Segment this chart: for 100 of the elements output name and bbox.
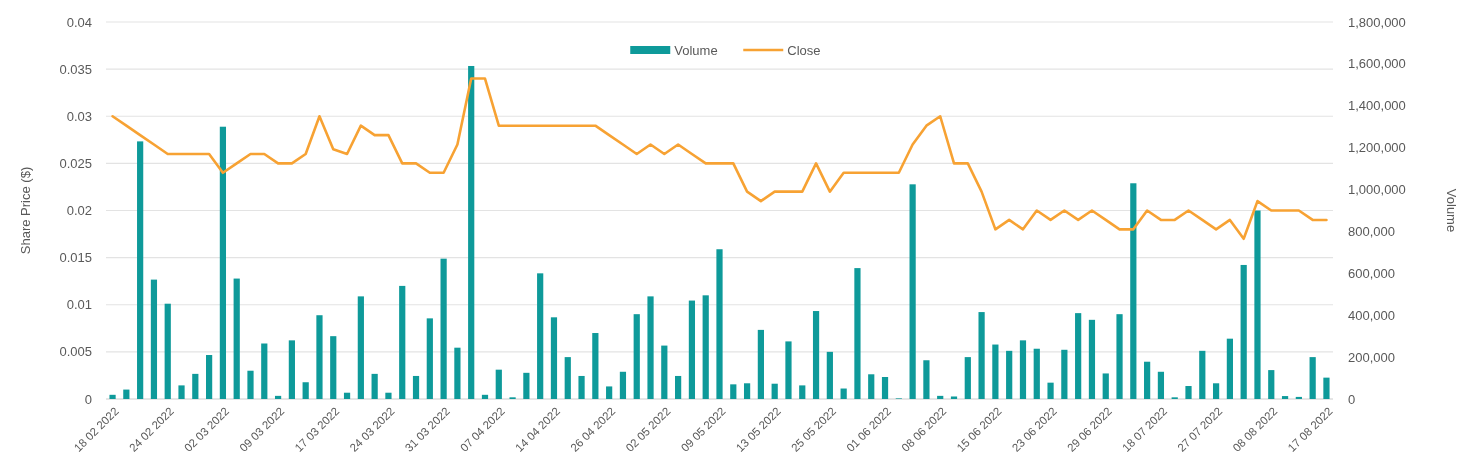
bar — [1309, 357, 1316, 399]
bar — [371, 373, 378, 399]
legend-label: Volume — [674, 42, 718, 58]
bar — [633, 314, 640, 399]
bar — [1130, 183, 1137, 399]
bar — [1199, 350, 1206, 399]
y-tick-label: 0.04 — [66, 14, 92, 30]
bar — [619, 371, 627, 399]
y2-tick-label: 1,400,000 — [1348, 98, 1406, 114]
bar — [688, 300, 696, 399]
bar — [743, 383, 751, 399]
bar — [330, 336, 337, 399]
bar — [1281, 396, 1289, 399]
bar — [537, 273, 544, 399]
bar — [247, 370, 254, 399]
bar — [137, 141, 144, 399]
bar — [164, 303, 171, 399]
bar — [261, 343, 268, 399]
bar — [192, 373, 199, 399]
bar — [302, 382, 309, 399]
bar — [661, 345, 668, 399]
bar — [1006, 350, 1013, 399]
bar — [799, 385, 806, 399]
bar — [923, 360, 930, 399]
bar — [440, 258, 447, 399]
bar — [123, 389, 130, 399]
bar — [606, 386, 613, 399]
bar — [564, 357, 571, 399]
bar — [495, 369, 502, 399]
y2-tick-label: 1,600,000 — [1348, 56, 1406, 72]
line-series — [111, 77, 1328, 241]
bar — [757, 329, 764, 399]
bar — [909, 184, 916, 399]
y-tick-label: 0.02 — [66, 203, 92, 219]
bar — [1268, 370, 1275, 399]
bar — [978, 312, 985, 399]
bar — [1075, 313, 1082, 399]
bar — [868, 374, 875, 399]
y2-tick-label: 600,000 — [1348, 265, 1395, 281]
bar — [992, 344, 999, 399]
bar — [481, 394, 489, 399]
bar — [1157, 371, 1165, 399]
bar — [219, 126, 227, 399]
bar — [964, 357, 971, 399]
y2-tick-label: 1,200,000 — [1348, 140, 1406, 156]
y-tick-label: 0 — [84, 391, 92, 407]
bar — [233, 278, 240, 399]
bar — [288, 340, 295, 399]
bar — [771, 383, 778, 399]
bar — [1226, 338, 1233, 399]
y-tick-label: 0.035 — [59, 61, 92, 77]
bar — [412, 375, 420, 399]
bar — [592, 333, 599, 399]
bar — [150, 279, 158, 399]
bar — [316, 315, 323, 399]
bar — [426, 318, 433, 399]
bar — [178, 385, 185, 399]
bar — [826, 351, 833, 399]
bar — [343, 392, 351, 399]
bar — [702, 295, 709, 399]
y2-tick-label: 1,800,000 — [1348, 14, 1406, 30]
bar — [1116, 314, 1123, 399]
y2-tick-label: 200,000 — [1348, 349, 1395, 365]
bar — [716, 249, 723, 399]
bar — [840, 388, 847, 399]
bar — [550, 317, 558, 399]
bar — [675, 375, 682, 399]
bar — [578, 375, 585, 399]
bar — [1254, 210, 1261, 399]
bar — [206, 355, 213, 399]
bar — [1019, 340, 1027, 399]
bar — [1185, 386, 1192, 399]
bar — [385, 392, 392, 399]
y-tick-label: 0.015 — [59, 250, 92, 266]
y2-axis-title: Volume — [1444, 188, 1459, 233]
bar — [1295, 396, 1302, 399]
bar — [1144, 361, 1151, 399]
bar — [1061, 349, 1068, 399]
bar — [468, 65, 475, 399]
y-tick-label: 0.005 — [59, 344, 92, 360]
bar — [109, 394, 116, 399]
y-tick-label: 0.01 — [66, 297, 92, 313]
legend-label: Close — [787, 42, 821, 58]
bar — [785, 341, 792, 399]
y2-tick-label: 400,000 — [1348, 307, 1395, 323]
bar — [812, 311, 820, 399]
bar — [399, 285, 406, 399]
y-tick-label: 0.025 — [59, 155, 92, 171]
bar — [1212, 383, 1220, 399]
bar — [1102, 373, 1109, 399]
bar — [1323, 377, 1330, 399]
bar — [523, 372, 530, 399]
bar — [357, 296, 364, 399]
y2-tick-label: 0 — [1348, 391, 1356, 407]
bar — [274, 395, 282, 399]
bar — [854, 268, 861, 399]
y-tick-label: 0.03 — [66, 108, 92, 124]
y2-tick-label: 800,000 — [1348, 223, 1395, 239]
bar — [881, 377, 889, 399]
y-axis-title: Share Price ($) — [18, 166, 33, 255]
